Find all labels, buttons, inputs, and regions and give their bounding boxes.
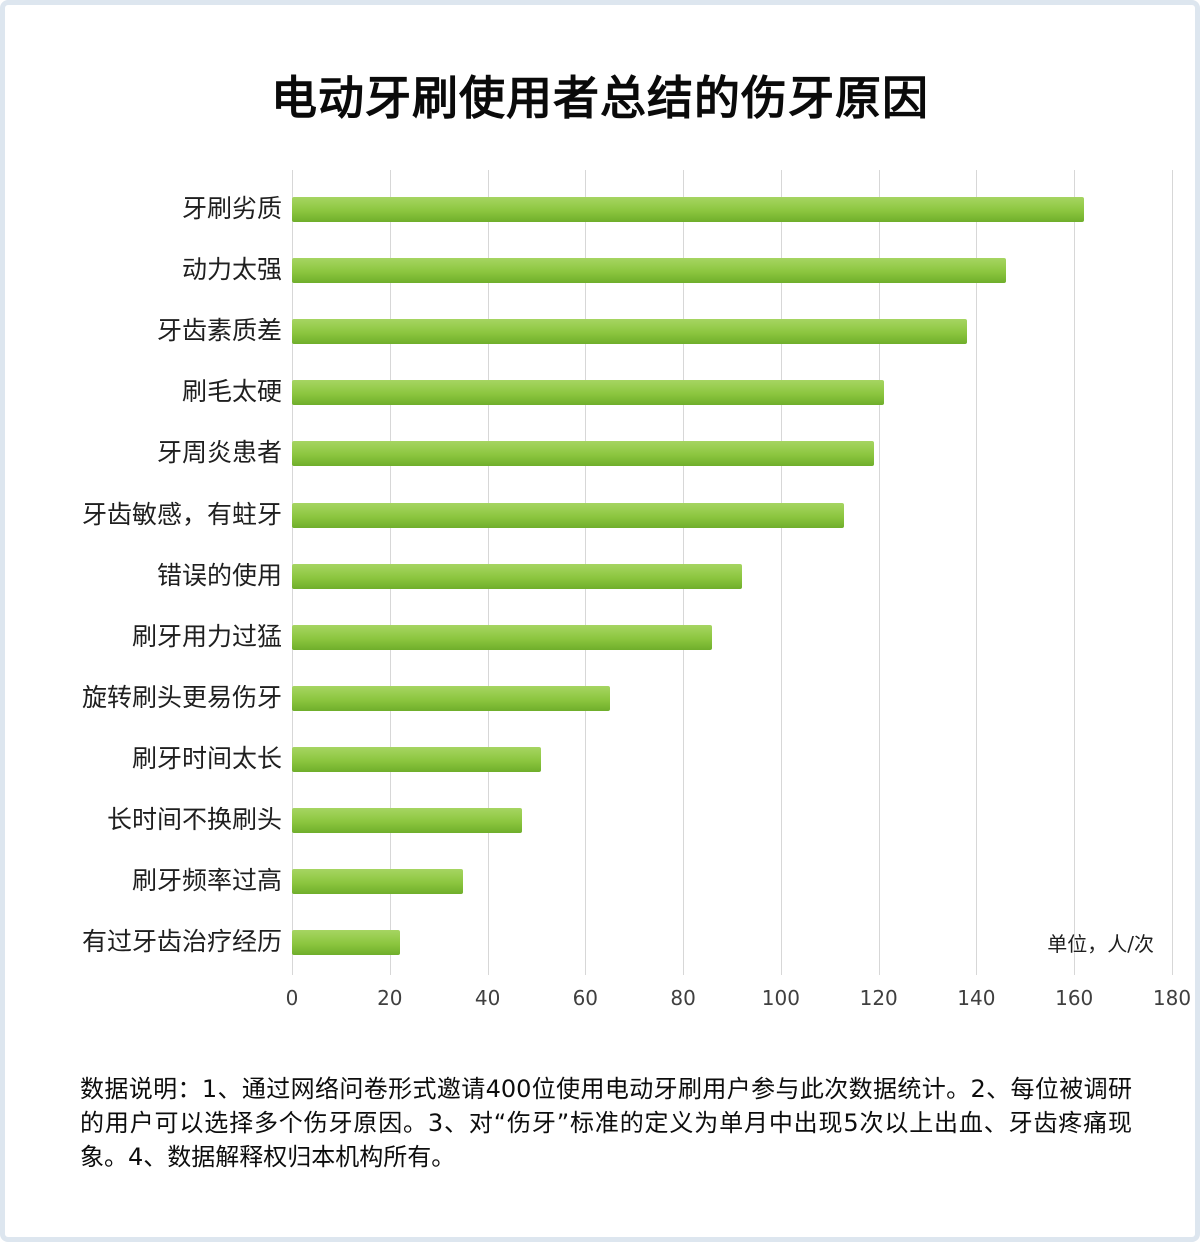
bar-3 [292, 319, 967, 345]
gridline [976, 170, 978, 975]
category-label: 动力太强 [181, 255, 282, 285]
chart-title: 电动牙刷使用者总结的伤牙原因 [271, 71, 929, 125]
category-label: 刷牙时间太长 [131, 743, 282, 773]
category-label: 错误的使用 [156, 560, 282, 590]
category-label: 刷牙用力过猛 [131, 621, 282, 651]
category-label: 刷牙频率过高 [131, 866, 282, 896]
bar-10 [292, 746, 542, 772]
gridline [1074, 170, 1076, 975]
bar-9 [292, 685, 610, 711]
gridline [878, 170, 880, 975]
category-label: 有过牙齿治疗经历 [81, 927, 282, 957]
x-tick-label: 40 [474, 986, 501, 1010]
gridline [780, 170, 782, 975]
x-tick-label: 60 [572, 986, 599, 1010]
data-notes: 数据说明：1、通过网络问卷形式邀请400位使用电动牙刷用户参与此次数据统计。2、… [80, 1075, 1132, 1171]
x-tick-label: 100 [761, 986, 800, 1010]
x-tick-label: 120 [859, 986, 898, 1010]
category-label: 牙刷劣质 [181, 194, 282, 223]
plot-area [292, 170, 1173, 975]
category-label: 刷毛太硬 [181, 377, 282, 407]
bar-1 [292, 197, 1084, 222]
bar-11 [292, 808, 522, 833]
bar-12 [292, 869, 464, 895]
unit-label: 单位，人/次 [1047, 932, 1154, 956]
bar-6 [292, 502, 845, 528]
category-label: 长时间不换刷头 [106, 805, 282, 834]
x-tick-label: 80 [670, 986, 696, 1010]
bar-8 [292, 624, 713, 650]
x-tick-label: 160 [1055, 986, 1094, 1010]
x-tick-label: 140 [957, 986, 996, 1010]
bar-2 [292, 258, 1006, 284]
category-label: 牙齿素质差 [156, 316, 282, 346]
category-label: 牙周炎患者 [156, 438, 282, 468]
x-tick-label: 0 [285, 986, 299, 1010]
category-label: 旋转刷头更易伤牙 [81, 682, 282, 712]
bar-4 [292, 380, 884, 406]
x-tick-label: 180 [1152, 986, 1192, 1010]
bar-13 [292, 930, 400, 956]
gridline [1172, 170, 1173, 975]
bar-7 [292, 563, 742, 589]
x-tick-label: 20 [377, 986, 403, 1010]
bar-5 [292, 441, 874, 467]
category-label: 牙齿敏感，有蛀牙 [81, 499, 282, 529]
